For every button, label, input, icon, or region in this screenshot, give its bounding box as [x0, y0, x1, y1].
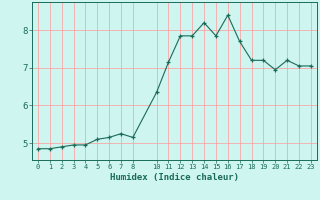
X-axis label: Humidex (Indice chaleur): Humidex (Indice chaleur)	[110, 173, 239, 182]
